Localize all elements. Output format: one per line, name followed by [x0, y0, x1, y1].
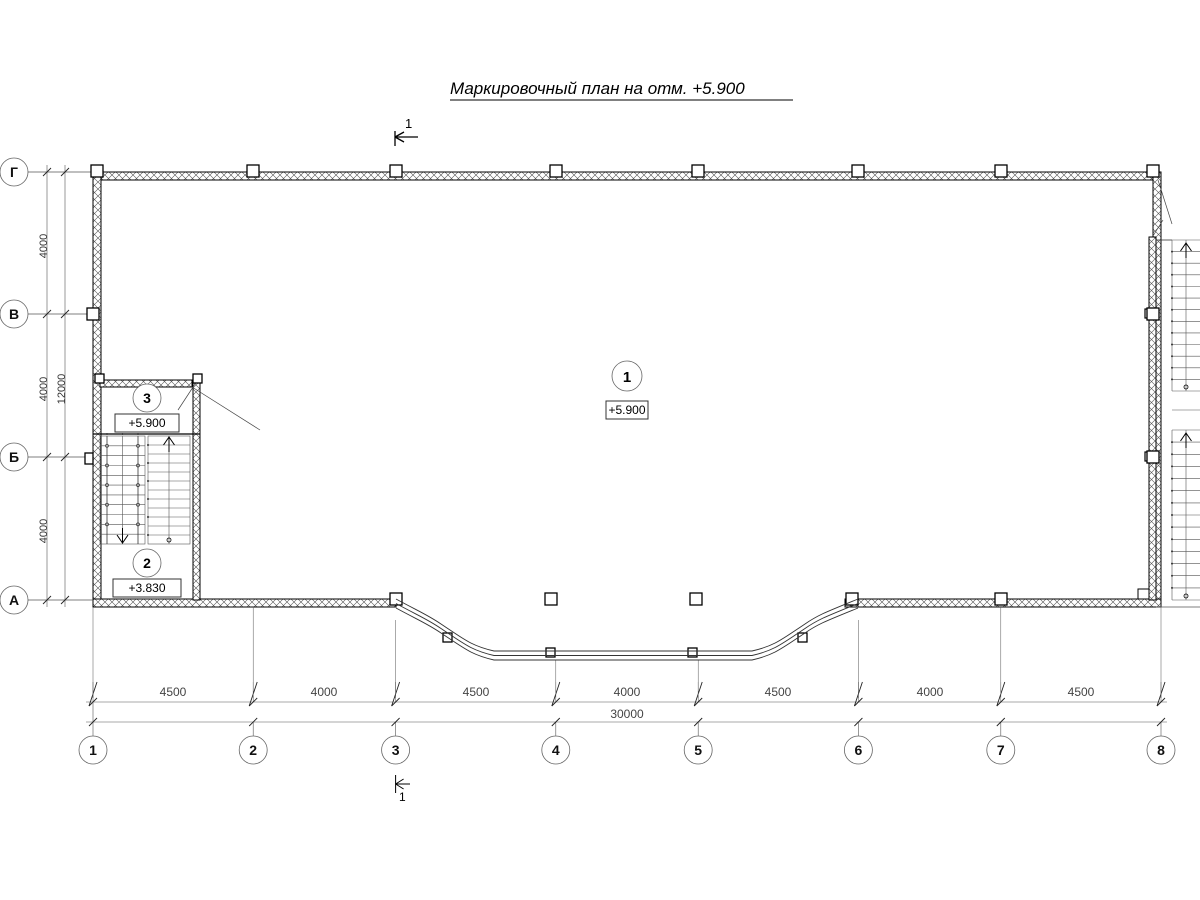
svg-text:Г: Г [10, 164, 18, 180]
svg-text:4000: 4000 [38, 519, 50, 543]
svg-text:8: 8 [1157, 742, 1165, 758]
svg-text:4000: 4000 [614, 685, 641, 699]
svg-text:3: 3 [392, 742, 400, 758]
svg-text:1: 1 [405, 116, 412, 131]
svg-text:4500: 4500 [765, 685, 792, 699]
svg-text:4500: 4500 [1068, 685, 1095, 699]
svg-text:4500: 4500 [463, 685, 490, 699]
svg-text:30000: 30000 [610, 707, 644, 721]
svg-text:6: 6 [855, 742, 863, 758]
svg-text:4000: 4000 [38, 234, 50, 258]
svg-text:12000: 12000 [56, 374, 68, 405]
svg-text:2: 2 [143, 555, 151, 571]
svg-text:1: 1 [623, 369, 631, 386]
svg-text:3: 3 [143, 390, 151, 406]
svg-text:1: 1 [399, 790, 406, 804]
svg-text:4000: 4000 [917, 685, 944, 699]
svg-text:4000: 4000 [311, 685, 338, 699]
svg-text:В: В [9, 306, 19, 322]
svg-text:2: 2 [249, 742, 257, 758]
svg-text:Маркировочный план на отм. +5.: Маркировочный план на отм. +5.900 [450, 79, 745, 98]
svg-text:+5.900: +5.900 [608, 403, 645, 417]
svg-text:7: 7 [997, 742, 1005, 758]
svg-text:+5.900: +5.900 [128, 416, 165, 430]
svg-text:А: А [9, 592, 19, 608]
svg-text:4500: 4500 [160, 685, 187, 699]
svg-text:4000: 4000 [38, 377, 50, 401]
svg-text:1: 1 [89, 742, 97, 758]
svg-text:+3.830: +3.830 [128, 581, 165, 595]
svg-text:Б: Б [9, 449, 19, 465]
svg-text:5: 5 [694, 742, 702, 758]
svg-text:4: 4 [552, 742, 560, 758]
